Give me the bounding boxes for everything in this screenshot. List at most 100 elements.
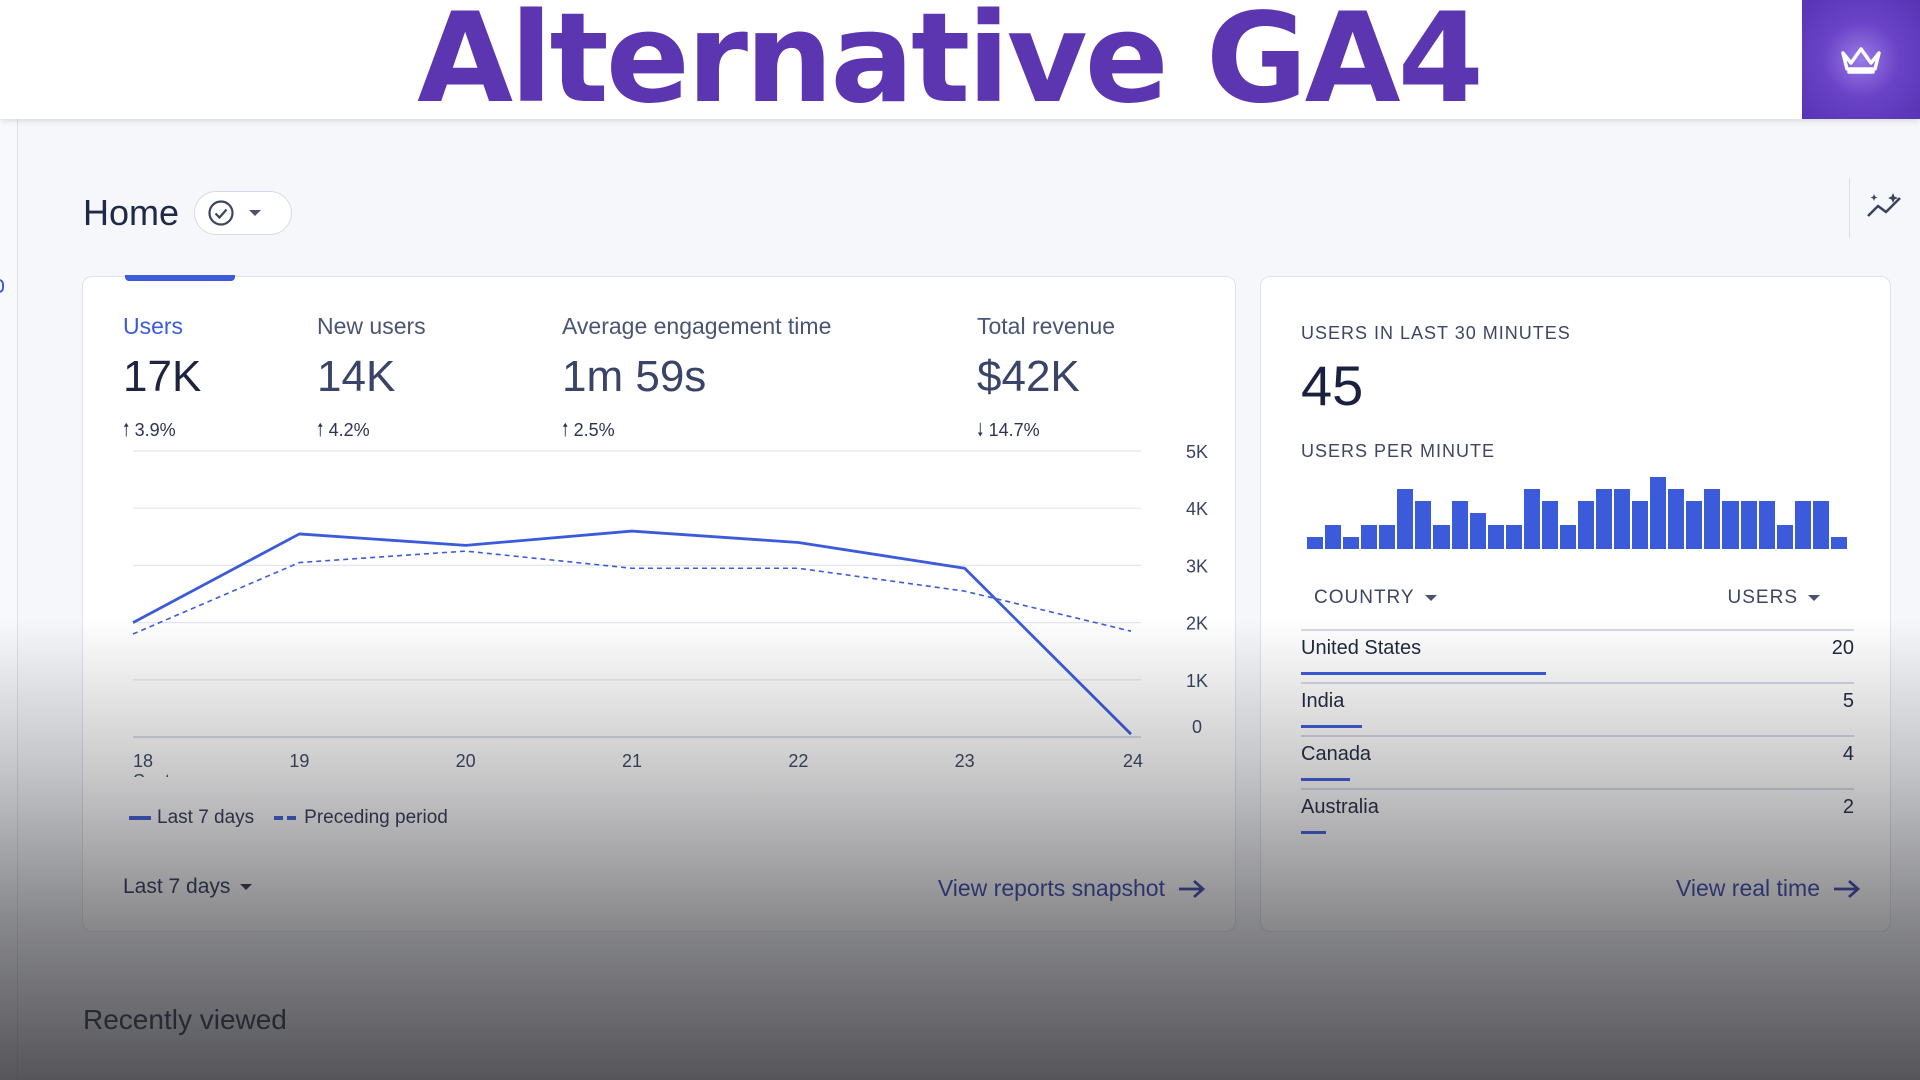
metric-engagement-time[interactable]: Average engagement time 1m 59s 🠑 2.5% (562, 313, 831, 448)
metric-value: 1m 59s (562, 352, 707, 401)
country-name: Canada (1301, 743, 1372, 765)
country-users: 2 (1842, 796, 1854, 818)
x-tick-label: 24 (1123, 751, 1143, 771)
metric-total-revenue[interactable]: Total revenue $42K 🠓 14.7% (977, 313, 1115, 448)
rail-indicator-icon[interactable] (0, 279, 4, 293)
row-divider (1301, 629, 1854, 631)
country-name: Australia (1301, 796, 1379, 818)
country-row[interactable]: United States 20 (1301, 629, 1854, 681)
y-tick-label: 0 (1192, 717, 1202, 737)
per-minute-bar (1758, 501, 1775, 549)
view-reports-snapshot-label: View reports snapshot (937, 875, 1165, 901)
x-tick-label: 21 (622, 751, 642, 771)
x-tick-label: 19 (289, 751, 309, 771)
row-divider (1301, 735, 1854, 737)
insights-sparkle-icon[interactable] (1866, 190, 1906, 222)
users-column-header[interactable]: USERS (1728, 587, 1820, 609)
series-line-last-7-days (132, 529, 1132, 736)
metric-label: Users (123, 313, 184, 339)
per-minute-bar (1830, 537, 1847, 549)
country-row[interactable]: Australia 2 (1301, 788, 1854, 840)
per-minute-bar (1559, 525, 1576, 549)
per-minute-bar (1668, 489, 1685, 549)
view-real-time-label: View real time (1675, 875, 1820, 901)
y-tick-label: 5K (1186, 442, 1208, 462)
legend-item-last-7-days: Last 7 days (157, 807, 255, 828)
country-share-bar (1301, 778, 1350, 781)
per-minute-bar (1704, 489, 1721, 549)
y-tick-label: 2K (1186, 614, 1208, 634)
per-minute-bar (1487, 525, 1504, 549)
per-minute-bar (1740, 501, 1757, 549)
metric-users[interactable]: Users 17K 🠑 3.9% (123, 313, 201, 448)
legend-item-preceding-period: Preceding period (304, 807, 448, 828)
country-users: 4 (1842, 743, 1854, 765)
per-minute-heading: USERS PER MINUTE (1301, 441, 1496, 461)
y-tick-label: 3K (1186, 556, 1208, 576)
metric-label: New users (317, 313, 426, 339)
chart-legend: Last 7 days Preceding period (129, 807, 448, 829)
recently-viewed-heading: Recently viewed (83, 1004, 287, 1035)
overview-card: Users 17K 🠑 3.9% New users 14K 🠑 4.2% Av… (82, 275, 1236, 932)
per-minute-bar (1325, 525, 1342, 549)
metric-new-users[interactable]: New users 14K 🠑 4.2% (317, 313, 426, 448)
per-minute-bar (1812, 501, 1829, 549)
per-minute-bar (1397, 489, 1414, 549)
per-minute-bar (1614, 489, 1631, 549)
country-users: 5 (1842, 690, 1854, 712)
date-range-dropdown[interactable]: Last 7 days (123, 875, 253, 899)
country-row[interactable]: India 5 (1301, 682, 1854, 734)
per-minute-bar (1632, 501, 1649, 549)
view-real-time-link[interactable]: View real time (1676, 875, 1862, 902)
per-minute-bar (1523, 489, 1540, 549)
legend-solid-swatch (129, 816, 151, 820)
page-title: Home (83, 192, 180, 233)
crown-icon (1841, 46, 1881, 74)
chevron-down-icon (249, 210, 261, 216)
y-tick-label: 4K (1186, 499, 1208, 519)
metric-label: Total revenue (977, 313, 1116, 339)
per-minute-bar (1577, 501, 1594, 549)
series-line-preceding-period (132, 550, 1132, 635)
chevron-down-icon (1808, 595, 1820, 601)
realtime-heading: USERS IN LAST 30 MINUTES (1301, 323, 1571, 343)
country-share-bar (1301, 672, 1546, 675)
x-tick-label: 23 (955, 751, 975, 771)
status-dropdown[interactable] (194, 191, 292, 235)
per-minute-bar (1794, 501, 1811, 549)
row-divider (1301, 788, 1854, 790)
chevron-down-icon (1424, 595, 1437, 601)
country-column-header[interactable]: COUNTRY (1314, 587, 1437, 609)
x-tick-label: 18 (133, 751, 153, 771)
metric-value: 14K (317, 352, 396, 401)
realtime-user-count: 45 (1301, 354, 1364, 417)
per-minute-bar (1451, 501, 1468, 549)
metric-value: $42K (977, 352, 1080, 401)
arrow-right-icon (1834, 879, 1861, 898)
per-minute-bar (1343, 537, 1360, 549)
per-minute-bar (1361, 525, 1378, 549)
per-minute-bar (1505, 525, 1522, 549)
per-minute-bar (1596, 489, 1613, 549)
y-tick-label: 1K (1186, 671, 1208, 691)
per-minute-bar (1307, 537, 1324, 549)
country-name: India (1301, 690, 1345, 712)
country-users: 20 (1831, 637, 1854, 659)
check-circle-icon (208, 200, 234, 226)
per-minute-bar (1379, 525, 1396, 549)
users-line-chart: 0 1K 2K 3K 4K 5K 18 19 20 21 22 23 24 Sept (132, 442, 1208, 777)
realtime-card: USERS IN LAST 30 MINUTES 45 USERS PER MI… (1260, 276, 1891, 932)
users-per-minute-chart (1307, 477, 1847, 549)
banner: Alternative GA4 (0, 0, 1920, 124)
x-tick-label: 20 (456, 751, 476, 771)
view-reports-snapshot-link[interactable]: View reports snapshot (938, 875, 1207, 902)
date-range-label: Last 7 days (123, 875, 231, 898)
country-row[interactable]: Canada 4 (1301, 735, 1854, 787)
country-share-bar (1301, 725, 1363, 728)
country-header-label: COUNTRY (1314, 587, 1415, 608)
per-minute-bar (1686, 501, 1703, 549)
chevron-down-icon (240, 884, 253, 890)
users-header-label: USERS (1727, 587, 1798, 608)
per-minute-bar (1776, 525, 1793, 549)
x-tick-sublabel: Sept (133, 771, 170, 777)
